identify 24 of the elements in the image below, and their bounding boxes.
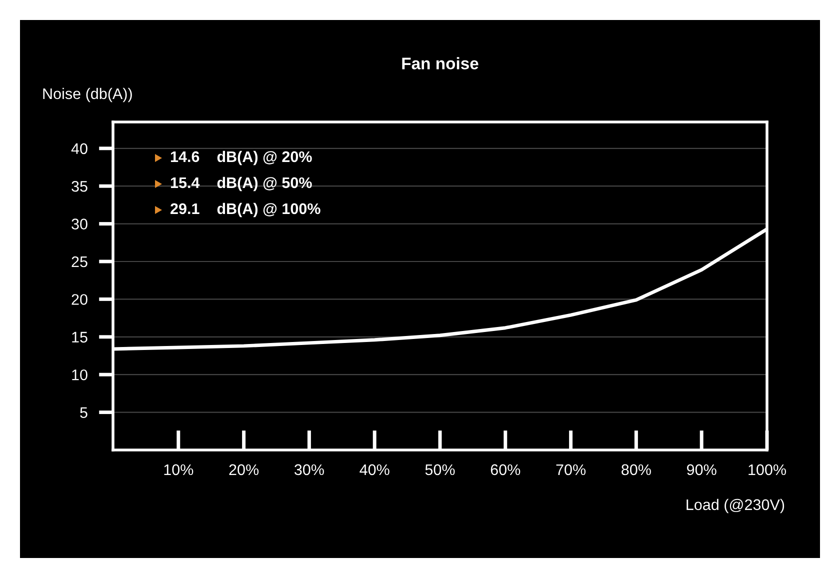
y-tick-label: 10	[72, 369, 88, 380]
x-tick-label: 20%	[229, 464, 259, 476]
x-tick-label: 80%	[622, 464, 651, 476]
x-tick-label: 30%	[294, 464, 324, 476]
x-tick-label: 90%	[687, 464, 716, 476]
y-axis-title: Noise (db(A))	[43, 88, 132, 102]
annotation: 15.4 dB(A) @ 50%	[170, 176, 312, 192]
y-tick-label: 5	[80, 407, 88, 418]
y-tick-label: 40	[71, 143, 88, 154]
x-tick-label: 10%	[164, 464, 194, 476]
x-tick-label: 100%	[748, 464, 786, 476]
x-tick-label: 40%	[360, 464, 390, 476]
annotation: 14.6 dB(A) @ 20%	[170, 150, 312, 166]
y-tick-label: 20	[72, 294, 88, 305]
x-axis-title: Load (@230V)	[686, 498, 784, 514]
annotation: 29.1 dB(A) @ 100%	[170, 202, 320, 218]
y-tick-label: 30	[72, 218, 88, 230]
x-tick-label: 50%	[425, 464, 455, 476]
x-tick-label: 70%	[556, 464, 586, 476]
y-tick-label: 35	[72, 180, 88, 192]
chart-title: Fan noise	[402, 57, 478, 70]
y-tick-label: 25	[72, 256, 88, 268]
y-tick-label: 15	[72, 332, 88, 343]
x-tick-label: 60%	[490, 464, 520, 476]
